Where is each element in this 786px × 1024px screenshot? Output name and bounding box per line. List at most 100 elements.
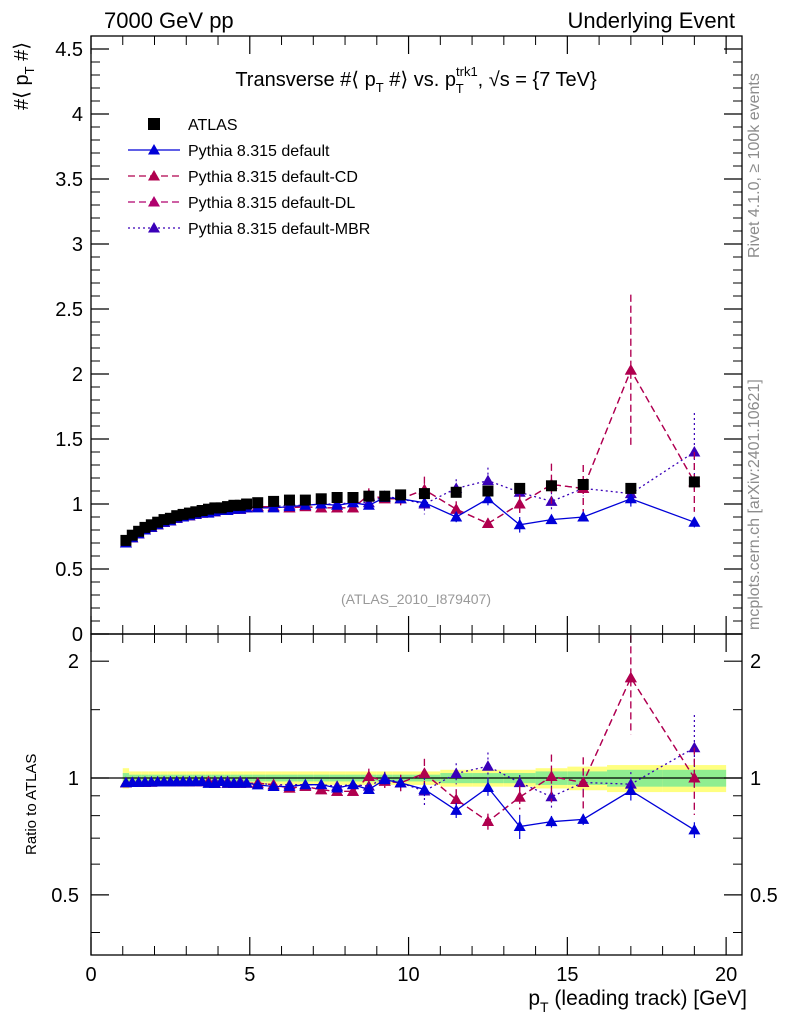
ratio-point-pythia-8-315-default-cd: [577, 776, 590, 787]
header-left: 7000 GeV pp: [104, 8, 234, 33]
ratio-point-pythia-8-315-default: [513, 820, 526, 832]
y-tick-label-main: 2.5: [55, 299, 83, 321]
data-point-pythia-8-315-default: [513, 518, 526, 530]
data-point-pythia-8-315-default: [577, 511, 590, 522]
data-point-pythia-8-315-default-mbr: [481, 474, 494, 486]
data-point-atlas: [379, 490, 391, 502]
data-point-atlas: [395, 489, 407, 501]
ratio-line-pythia-8-315-default-cd: [125, 676, 695, 823]
legend-label-pythia-8-315-default-dl: Pythia 8.315 default-DL: [188, 195, 355, 212]
y-tick-label-main: 1: [72, 494, 83, 516]
y-tick-label-ratio-right: 0.5: [750, 885, 778, 907]
ratio-point-pythia-8-315-default-cd: [450, 793, 463, 804]
series-line-pythia-8-315-default-mbr: [125, 451, 695, 544]
data-point-atlas: [183, 507, 195, 519]
ratio-point-pythia-8-315-default-cd: [481, 815, 494, 826]
data-point-atlas: [190, 506, 202, 518]
legend-marker-pythia-8-315-default-cd: [148, 170, 160, 181]
ratio-point-pythia-8-315-default: [418, 783, 431, 794]
x-tick-label: 5: [244, 964, 255, 986]
data-point-pythia-8-315-default: [418, 496, 431, 508]
data-point-atlas: [133, 525, 145, 537]
data-point-atlas: [315, 493, 327, 505]
ratio-point-pythia-8-315-default: [346, 778, 359, 790]
ratio-point-pythia-8-315-default-mbr: [450, 767, 463, 778]
ratio-point-pythia-8-315-default: [315, 778, 328, 790]
ratio-point-pythia-8-315-default-cd: [513, 791, 526, 802]
legend-marker-atlas: [148, 118, 160, 130]
ratio-point-pythia-8-315-default: [394, 776, 407, 788]
data-point-pythia-8-315-default: [545, 513, 558, 525]
data-point-atlas: [514, 482, 526, 494]
y-tick-label-ratio: 1: [68, 768, 79, 790]
data-point-atlas: [577, 479, 589, 490]
ratio-point-pythia-8-315-default-cd: [362, 770, 375, 781]
data-point-atlas: [241, 498, 253, 510]
y-tick-label-ratio: 0.5: [51, 885, 79, 907]
y-tick-label-main: 1.5: [55, 429, 83, 451]
ratio-point-pythia-8-315-default: [283, 780, 296, 791]
y-tick-label-main: 3: [72, 234, 83, 256]
data-point-atlas: [283, 494, 295, 506]
header-right: Underlying Event: [567, 8, 735, 33]
ratio-point-pythia-8-315-default: [545, 815, 558, 827]
y-tick-label-main: 4.5: [55, 39, 83, 61]
legend-label-pythia-8-315-default: Pythia 8.315 default: [188, 143, 330, 160]
data-point-pythia-8-315-default: [481, 492, 494, 504]
ratio-point-pythia-8-315-default-cd: [346, 785, 359, 796]
data-point-pythia-8-315-default-cd: [624, 364, 637, 375]
plot-title: Transverse #⟨ pT #⟩ vs. ptrk1 T, √s = {7 …: [235, 64, 597, 96]
ratio-point-pythia-8-315-default-mbr: [513, 776, 526, 788]
data-point-atlas: [126, 529, 138, 541]
ratio-point-pythia-8-315-default: [299, 778, 312, 790]
data-point-atlas: [177, 508, 189, 520]
data-point-atlas: [331, 492, 343, 503]
data-point-atlas: [363, 490, 375, 502]
data-point-atlas: [145, 519, 157, 531]
y-axis-label-ratio: Ratio to ATLAS: [23, 754, 40, 855]
analysis-tag: (ATLAS_2010_I879407): [341, 591, 491, 607]
y-tick-label-main: 4: [72, 104, 83, 126]
ratio-point-pythia-8-315-default: [624, 784, 637, 796]
data-point-atlas: [234, 499, 246, 511]
ratio-point-pythia-8-315-default-mbr: [545, 790, 558, 802]
data-point-atlas: [171, 510, 183, 522]
ratio-point-pythia-8-315-default-cd: [418, 767, 431, 778]
data-point-atlas: [545, 480, 557, 492]
data-point-atlas: [228, 499, 240, 511]
y-tick-label-main: 3.5: [55, 169, 83, 191]
data-point-pythia-8-315-default-cd: [481, 517, 494, 528]
data-point-pythia-8-315-default-cd: [513, 498, 526, 509]
data-point-pythia-8-315-default: [283, 500, 296, 512]
data-point-atlas: [450, 486, 462, 498]
data-point-atlas: [252, 497, 264, 509]
ratio-point-pythia-8-315-default: [331, 781, 344, 793]
data-point-pythia-8-315-default: [624, 492, 637, 504]
x-tick-label: 0: [85, 964, 96, 986]
x-tick-label: 15: [556, 964, 578, 986]
data-point-atlas: [418, 488, 430, 500]
ratio-point-pythia-8-315-default: [577, 813, 590, 824]
y-tick-label-main: 2: [72, 364, 83, 386]
ratio-plot-frame: [90, 633, 743, 956]
ratio-point-pythia-8-315-default-mbr: [688, 741, 701, 753]
data-point-atlas: [209, 502, 221, 514]
data-point-atlas: [120, 534, 132, 546]
data-point-pythia-8-315-default-cd: [450, 503, 463, 514]
legend: ATLAS Pythia 8.315 default Pythia 8.315 de…: [128, 117, 370, 238]
ratio-point-pythia-8-315-default: [267, 780, 280, 792]
data-point-atlas: [158, 514, 170, 526]
ratio-point-pythia-8-315-default: [378, 773, 391, 785]
ratio-line-pythia-8-315-default-dl: [125, 676, 695, 823]
ratio-point-pythia-8-315-default-cd: [688, 772, 701, 783]
legend-label-pythia-8-315-default-mbr: Pythia 8.315 default-MBR: [188, 221, 370, 238]
y-tick-label-main: 0: [72, 624, 83, 646]
data-point-atlas: [347, 492, 359, 503]
y-tick-label-main: 0.5: [55, 559, 83, 581]
y-tick-label-ratio-right: 2: [750, 651, 761, 673]
x-tick-label: 20: [715, 964, 737, 986]
data-point-atlas: [625, 482, 637, 494]
ratio-point-pythia-8-315-default-cd: [624, 671, 637, 683]
legend-marker-pythia-8-315-default-mbr: [148, 222, 160, 233]
